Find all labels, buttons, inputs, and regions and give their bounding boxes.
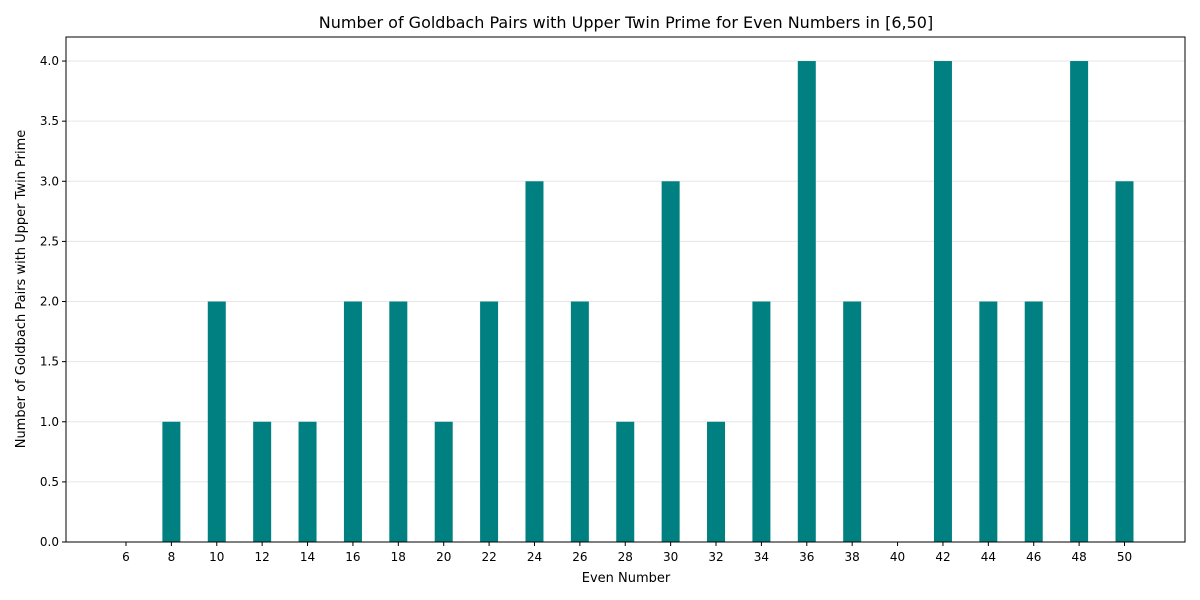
x-tick-label: 38 xyxy=(845,550,860,564)
x-tick-label: 44 xyxy=(981,550,996,564)
y-tick-label: 2.5 xyxy=(40,234,59,248)
y-tick-label: 3.0 xyxy=(40,174,59,188)
x-tick-label: 28 xyxy=(618,550,633,564)
bar xyxy=(1070,61,1089,543)
x-tick-label: 36 xyxy=(799,550,814,564)
bar xyxy=(707,421,726,542)
x-tick-label: 40 xyxy=(890,550,905,564)
bar xyxy=(843,301,862,542)
bar xyxy=(616,421,635,542)
y-axis-label: Number of Goldbach Pairs with Upper Twin… xyxy=(14,130,29,449)
bar xyxy=(162,421,181,542)
x-tick-label: 12 xyxy=(255,550,270,564)
y-tick-label: 2.0 xyxy=(40,295,59,309)
x-tick-label: 32 xyxy=(708,550,723,564)
bar xyxy=(434,421,453,542)
x-tick-label: 18 xyxy=(391,550,406,564)
x-axis-ticks: 6 8 10 12 14 16 18 20 22 24 26 28 30 32 34 36 38 40 42 44 46… xyxy=(122,542,1132,564)
x-tick-label: 26 xyxy=(572,550,587,564)
x-tick-label: 46 xyxy=(1026,550,1041,564)
bar xyxy=(525,181,544,543)
bar xyxy=(933,61,952,543)
y-axis-ticks: 0.0 0.5 1.0 1.5 2.0 2.5 3.0 3.5 4.0 xyxy=(40,54,66,549)
bar xyxy=(343,301,362,542)
y-tick-label: 1.5 xyxy=(40,355,59,369)
bar xyxy=(570,301,589,542)
bar xyxy=(752,301,771,542)
bar xyxy=(207,301,226,542)
bar xyxy=(797,61,816,543)
x-tick-label: 50 xyxy=(1117,550,1132,564)
y-tick-label: 3.5 xyxy=(40,114,59,128)
x-tick-label: 42 xyxy=(935,550,950,564)
x-tick-label: 16 xyxy=(345,550,360,564)
x-tick-label: 22 xyxy=(481,550,496,564)
y-tick-label: 1.0 xyxy=(40,415,59,429)
bar xyxy=(480,301,499,542)
x-tick-label: 14 xyxy=(300,550,315,564)
x-tick-label: 6 xyxy=(122,550,130,564)
x-tick-label: 8 xyxy=(168,550,176,564)
x-tick-label: 34 xyxy=(754,550,769,564)
x-tick-label: 24 xyxy=(527,550,542,564)
bar xyxy=(661,181,680,543)
x-tick-label: 48 xyxy=(1071,550,1086,564)
gridlines xyxy=(66,60,1185,543)
bar xyxy=(298,421,317,542)
x-tick-label: 20 xyxy=(436,550,451,564)
x-tick-label: 30 xyxy=(663,550,678,564)
x-tick-label: 10 xyxy=(209,550,224,564)
y-tick-label: 0.5 xyxy=(40,475,59,489)
bar xyxy=(1115,181,1134,543)
y-tick-label: 4.0 xyxy=(40,54,59,68)
bar xyxy=(253,421,272,542)
bars xyxy=(162,61,1134,543)
chart-title: Number of Goldbach Pairs with Upper Twin… xyxy=(319,13,933,32)
bar xyxy=(389,301,408,542)
y-tick-label: 0.0 xyxy=(40,535,59,549)
x-axis-label: Even Number xyxy=(582,571,671,586)
bar xyxy=(1024,301,1043,542)
bar xyxy=(979,301,998,542)
